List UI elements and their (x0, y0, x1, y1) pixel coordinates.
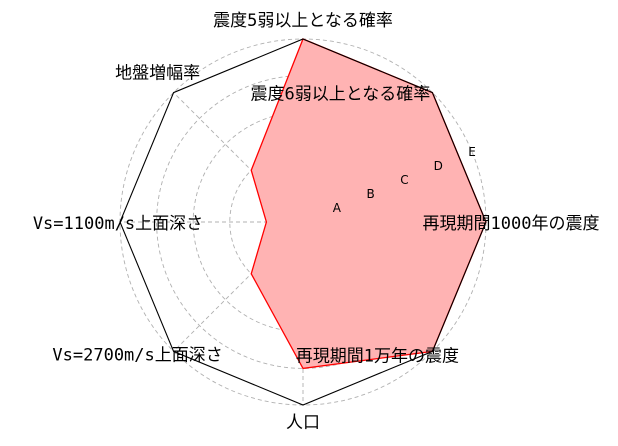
axis-label-7: 地盤増幅率 (115, 64, 200, 84)
ring-label-E: E (468, 145, 476, 159)
axis-label-4: 人口 (286, 413, 320, 433)
outer-frame (119, 38, 487, 406)
axis-label-6: Vs=1100m/s上面深さ (33, 214, 203, 234)
axis-label-3: 再現期間1万年の震度 (296, 346, 459, 366)
ring-label-D: D (434, 159, 443, 173)
ring-label-C: C (400, 173, 408, 187)
data-area (251, 39, 486, 369)
radar-outline (119, 38, 487, 406)
ring-label-A: A (333, 201, 342, 215)
axis-label-5: Vs=2700m/s上面深さ (52, 345, 222, 365)
axis-label-2: 再現期間1000年の震度 (423, 214, 600, 234)
axis-label-0: 震度5弱以上となる確率 (213, 11, 393, 31)
radar-labels: A B C D E 震度5弱以上となる確率震度6弱以上となる確率再現期間1000年の震度再… (33, 11, 600, 433)
ring-label-B: B (367, 187, 375, 201)
axis-label-1: 震度6弱以上となる確率 (251, 85, 431, 105)
